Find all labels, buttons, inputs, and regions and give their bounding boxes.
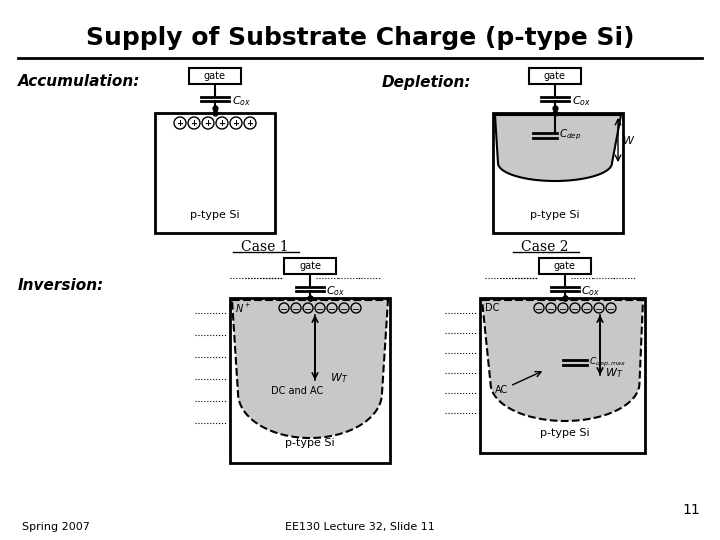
Text: $-$: $-$ (546, 303, 556, 313)
Bar (529, 68, 581, 84)
Bar (284, 258, 336, 274)
Bar (480, 298, 645, 453)
Text: $-$: $-$ (279, 303, 289, 313)
Text: Spring 2007: Spring 2007 (22, 522, 90, 532)
Text: $-$: $-$ (559, 303, 567, 313)
Text: Case 1: Case 1 (241, 240, 289, 254)
Text: gate: gate (554, 261, 576, 271)
Text: DC: DC (485, 303, 500, 313)
Text: +: + (191, 118, 197, 127)
Bar (230, 298, 390, 463)
Text: $-$: $-$ (303, 303, 312, 313)
Polygon shape (232, 300, 388, 438)
Text: $C_{ox}$: $C_{ox}$ (572, 94, 591, 108)
Text: gate: gate (544, 71, 566, 81)
Text: $-$: $-$ (606, 303, 616, 313)
Text: +: + (176, 118, 184, 127)
Text: $-$: $-$ (534, 303, 544, 313)
Text: Inversion:: Inversion: (18, 278, 104, 293)
Text: $C_{ox}$: $C_{ox}$ (232, 94, 251, 108)
Text: $C_{ox}$: $C_{ox}$ (581, 284, 600, 298)
Text: AC: AC (495, 385, 508, 395)
Text: +: + (246, 118, 253, 127)
Text: p-type Si: p-type Si (540, 428, 590, 438)
Text: gate: gate (299, 261, 321, 271)
Text: $C_{ox}$: $C_{ox}$ (326, 284, 345, 298)
Text: $-$: $-$ (339, 303, 348, 313)
Bar (189, 68, 241, 84)
Text: $W_T$: $W_T$ (605, 366, 624, 380)
Text: Depletion:: Depletion: (382, 75, 472, 90)
Text: $-$: $-$ (315, 303, 325, 313)
Text: $C_{dep}$: $C_{dep}$ (559, 128, 582, 142)
Text: p-type Si: p-type Si (190, 210, 240, 220)
Text: $-$: $-$ (570, 303, 580, 313)
Text: $W$: $W$ (622, 134, 635, 146)
Text: p-type Si: p-type Si (285, 438, 335, 448)
Text: +: + (233, 118, 240, 127)
Text: $-$: $-$ (351, 303, 361, 313)
Text: $-$: $-$ (582, 303, 592, 313)
Text: 11: 11 (683, 503, 700, 517)
Text: $C_{dep,max}$: $C_{dep,max}$ (589, 355, 626, 368)
Text: +: + (204, 118, 212, 127)
Text: DC and AC: DC and AC (271, 386, 323, 396)
Bar (493, 113, 623, 233)
Text: $N^+$: $N^+$ (235, 301, 251, 314)
Text: $-$: $-$ (328, 303, 336, 313)
Text: Accumulation:: Accumulation: (18, 75, 140, 90)
Text: Case 2: Case 2 (521, 240, 569, 254)
Text: EE130 Lecture 32, Slide 11: EE130 Lecture 32, Slide 11 (285, 522, 435, 532)
Bar (155, 113, 275, 233)
Text: +: + (218, 118, 225, 127)
Text: gate: gate (204, 71, 226, 81)
Text: Supply of Substrate Charge (p-type Si): Supply of Substrate Charge (p-type Si) (86, 26, 634, 50)
Text: $W_T$: $W_T$ (330, 371, 348, 385)
Text: $-$: $-$ (292, 303, 300, 313)
Bar (539, 258, 591, 274)
Polygon shape (495, 115, 621, 181)
Text: p-type Si: p-type Si (530, 210, 580, 220)
Polygon shape (482, 300, 643, 421)
Text: $-$: $-$ (595, 303, 603, 313)
